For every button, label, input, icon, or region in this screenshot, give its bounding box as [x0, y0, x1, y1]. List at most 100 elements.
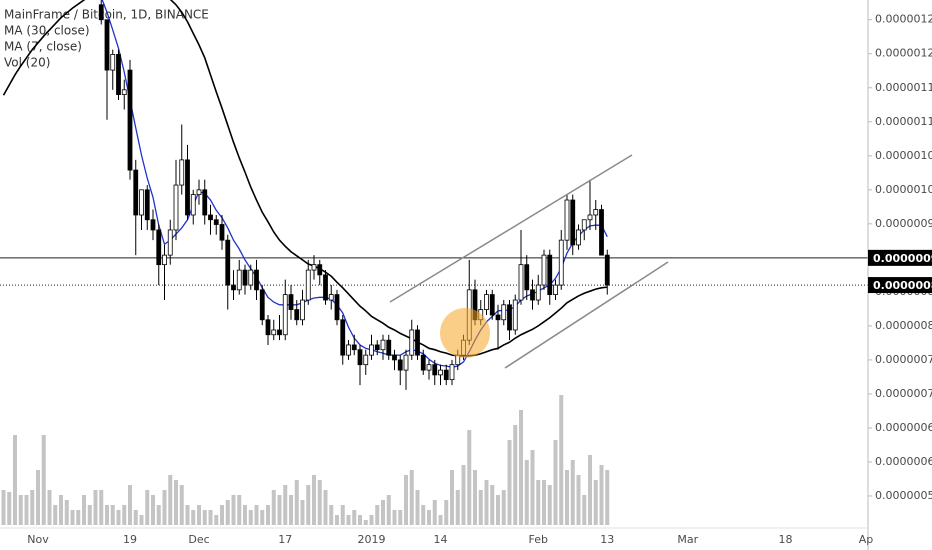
volume-bar — [93, 490, 98, 525]
volume-bar — [41, 435, 46, 525]
price-label-box — [868, 249, 932, 266]
volume-bar — [484, 480, 489, 525]
volume-bar — [59, 495, 63, 525]
candle-body — [426, 364, 432, 371]
y-tick-label: 0.00000105 — [875, 149, 932, 162]
volume-bar — [576, 475, 581, 525]
candle-body — [409, 329, 415, 356]
candle-body — [369, 344, 374, 356]
volume-bar — [455, 490, 460, 525]
candles — [98, 0, 610, 390]
chart-title: MainFrame / Bitcoin, 1D, BINANCE — [4, 8, 209, 22]
volume-bar — [490, 485, 495, 525]
candle-body — [104, 19, 110, 71]
x-tick-label: 18 — [779, 533, 793, 546]
candle-body — [380, 339, 386, 351]
volume-bar — [519, 410, 523, 525]
candle-body — [248, 269, 254, 286]
candle-body — [432, 364, 438, 376]
volume-bar — [294, 480, 299, 525]
volume-bar — [438, 515, 443, 525]
candle-body — [288, 294, 294, 310]
candle-body — [346, 344, 351, 356]
candle-body — [443, 369, 449, 381]
candle-body — [127, 69, 133, 171]
volume-bar — [168, 475, 173, 525]
volume-bar — [82, 495, 86, 525]
volume-bar — [64, 500, 69, 525]
volume-bar — [404, 475, 408, 525]
volume-bar — [24, 495, 29, 525]
volume-bar — [70, 510, 75, 525]
volume-bar — [593, 480, 598, 525]
volume-bar — [599, 465, 604, 525]
candle-body — [139, 189, 144, 216]
volume-bar — [87, 505, 92, 525]
candle-body — [553, 284, 558, 295]
candle-body — [173, 184, 179, 231]
volume-bar — [185, 505, 190, 525]
volume-bar — [300, 500, 305, 525]
volume-bar — [340, 505, 345, 525]
volume-bar — [450, 470, 454, 525]
channel-upper — [389, 154, 633, 303]
candle-body — [116, 54, 121, 95]
candle-body — [236, 269, 242, 291]
candle-body — [524, 264, 530, 291]
candle-body — [271, 329, 277, 336]
volume-bar — [306, 485, 311, 525]
volume-bar — [352, 510, 357, 525]
x-tick-label: 2019 — [358, 533, 386, 546]
volume-bar — [237, 495, 242, 525]
candle-body — [495, 314, 501, 321]
candle-body — [213, 219, 219, 225]
candle-body — [254, 269, 259, 291]
y-tick-label: 0.00000075 — [875, 353, 932, 366]
ma-line — [2, 0, 608, 357]
volume-bar — [559, 395, 564, 525]
candle-body — [328, 294, 334, 301]
volume-bar — [116, 510, 121, 525]
volume-bar — [225, 500, 230, 525]
volume-bar — [283, 485, 288, 525]
volume-bar — [156, 505, 161, 525]
candle-body — [225, 239, 231, 286]
candle-body — [162, 254, 167, 266]
volume-bar — [530, 450, 535, 525]
candle-body — [190, 194, 196, 216]
volume-bar — [547, 485, 552, 525]
volume-bar — [542, 480, 546, 525]
volume-bar — [271, 490, 276, 525]
candle-body — [202, 189, 208, 216]
x-tick-label: Ap — [859, 533, 874, 546]
candle-body — [570, 199, 576, 246]
candle-body — [587, 214, 593, 221]
volume-bar — [312, 475, 316, 525]
volume-bar — [260, 510, 265, 525]
volume-bar — [254, 505, 259, 525]
x-tick-label: 14 — [434, 533, 448, 546]
candle-body — [420, 354, 426, 371]
candle-body — [397, 359, 403, 371]
candle-body — [541, 254, 547, 286]
volume-bar — [317, 480, 322, 525]
candle-body — [403, 354, 409, 371]
volume-bar — [105, 505, 109, 525]
candle-body — [121, 89, 127, 95]
candle-body — [530, 289, 535, 301]
volume-bar — [588, 455, 592, 525]
candle-body — [305, 269, 311, 301]
volume-bar — [202, 510, 207, 525]
volume-bar — [375, 505, 380, 525]
y-tick-label: 0.00000125 — [875, 13, 932, 26]
volume-bar — [478, 490, 483, 525]
candle-body — [208, 214, 213, 221]
volume-bar — [363, 520, 368, 525]
candle-body — [512, 299, 518, 331]
